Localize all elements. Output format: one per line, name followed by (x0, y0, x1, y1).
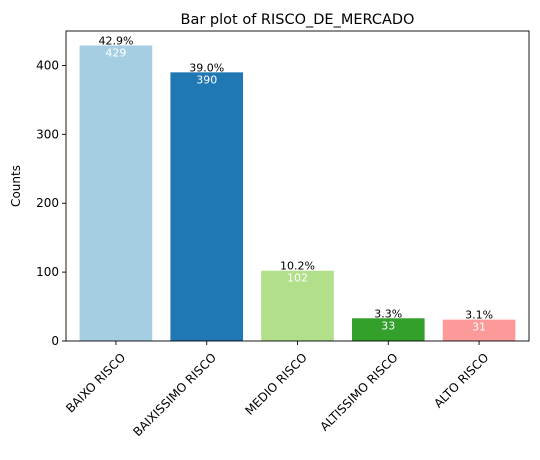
y-axis-ticks: 0 100 200 300 400 (36, 58, 66, 348)
plot-frame (65, 30, 530, 342)
bar-0 (79, 45, 153, 341)
bar-4 (442, 319, 516, 341)
x-axis-ticks: BAIXO RISCO BAIXISSIMO RISCO MEDIO RISCO AL… (63, 341, 491, 439)
count-label-0: 429 (105, 46, 126, 59)
bar-3 (351, 318, 425, 341)
x-tick-label-0: BAIXO RISCO (63, 350, 128, 415)
y-tick-label-4: 400 (36, 58, 59, 72)
y-tick-label-2: 200 (36, 196, 59, 210)
y-tick-label-3: 300 (36, 127, 59, 141)
count-label-1: 390 (196, 73, 217, 86)
percent-label-1: 39.0% (189, 61, 224, 74)
x-tick-label-2: MEDIO RISCO (242, 350, 309, 417)
bar-2 (261, 270, 334, 341)
y-axis-label: Counts (9, 165, 23, 207)
count-label-3: 33 (381, 319, 395, 332)
y-tick-label-0: 0 (51, 334, 59, 348)
bars-group: 42.9%429 39.0%390 10.2%102 3.3%33 3.1%31 (79, 34, 516, 341)
percent-label-3: 3.3% (374, 307, 402, 320)
count-label-2: 102 (287, 272, 308, 285)
percent-label-0: 42.9% (98, 34, 133, 47)
x-tick-label-3: ALTISSIMO RISCO (317, 350, 400, 433)
y-tick-label-1: 100 (36, 265, 59, 279)
x-tick-label-4: ALTO RISCO (431, 350, 491, 410)
chart-title: Bar plot of RISCO_DE_MERCADO (181, 12, 415, 28)
percent-label-2: 10.2% (280, 260, 315, 273)
percent-label-4: 3.1% (465, 309, 493, 322)
x-tick-label-1: BAIXISSIMO RISCO (130, 350, 219, 439)
bar-1 (170, 72, 244, 341)
count-label-4: 31 (472, 321, 486, 334)
